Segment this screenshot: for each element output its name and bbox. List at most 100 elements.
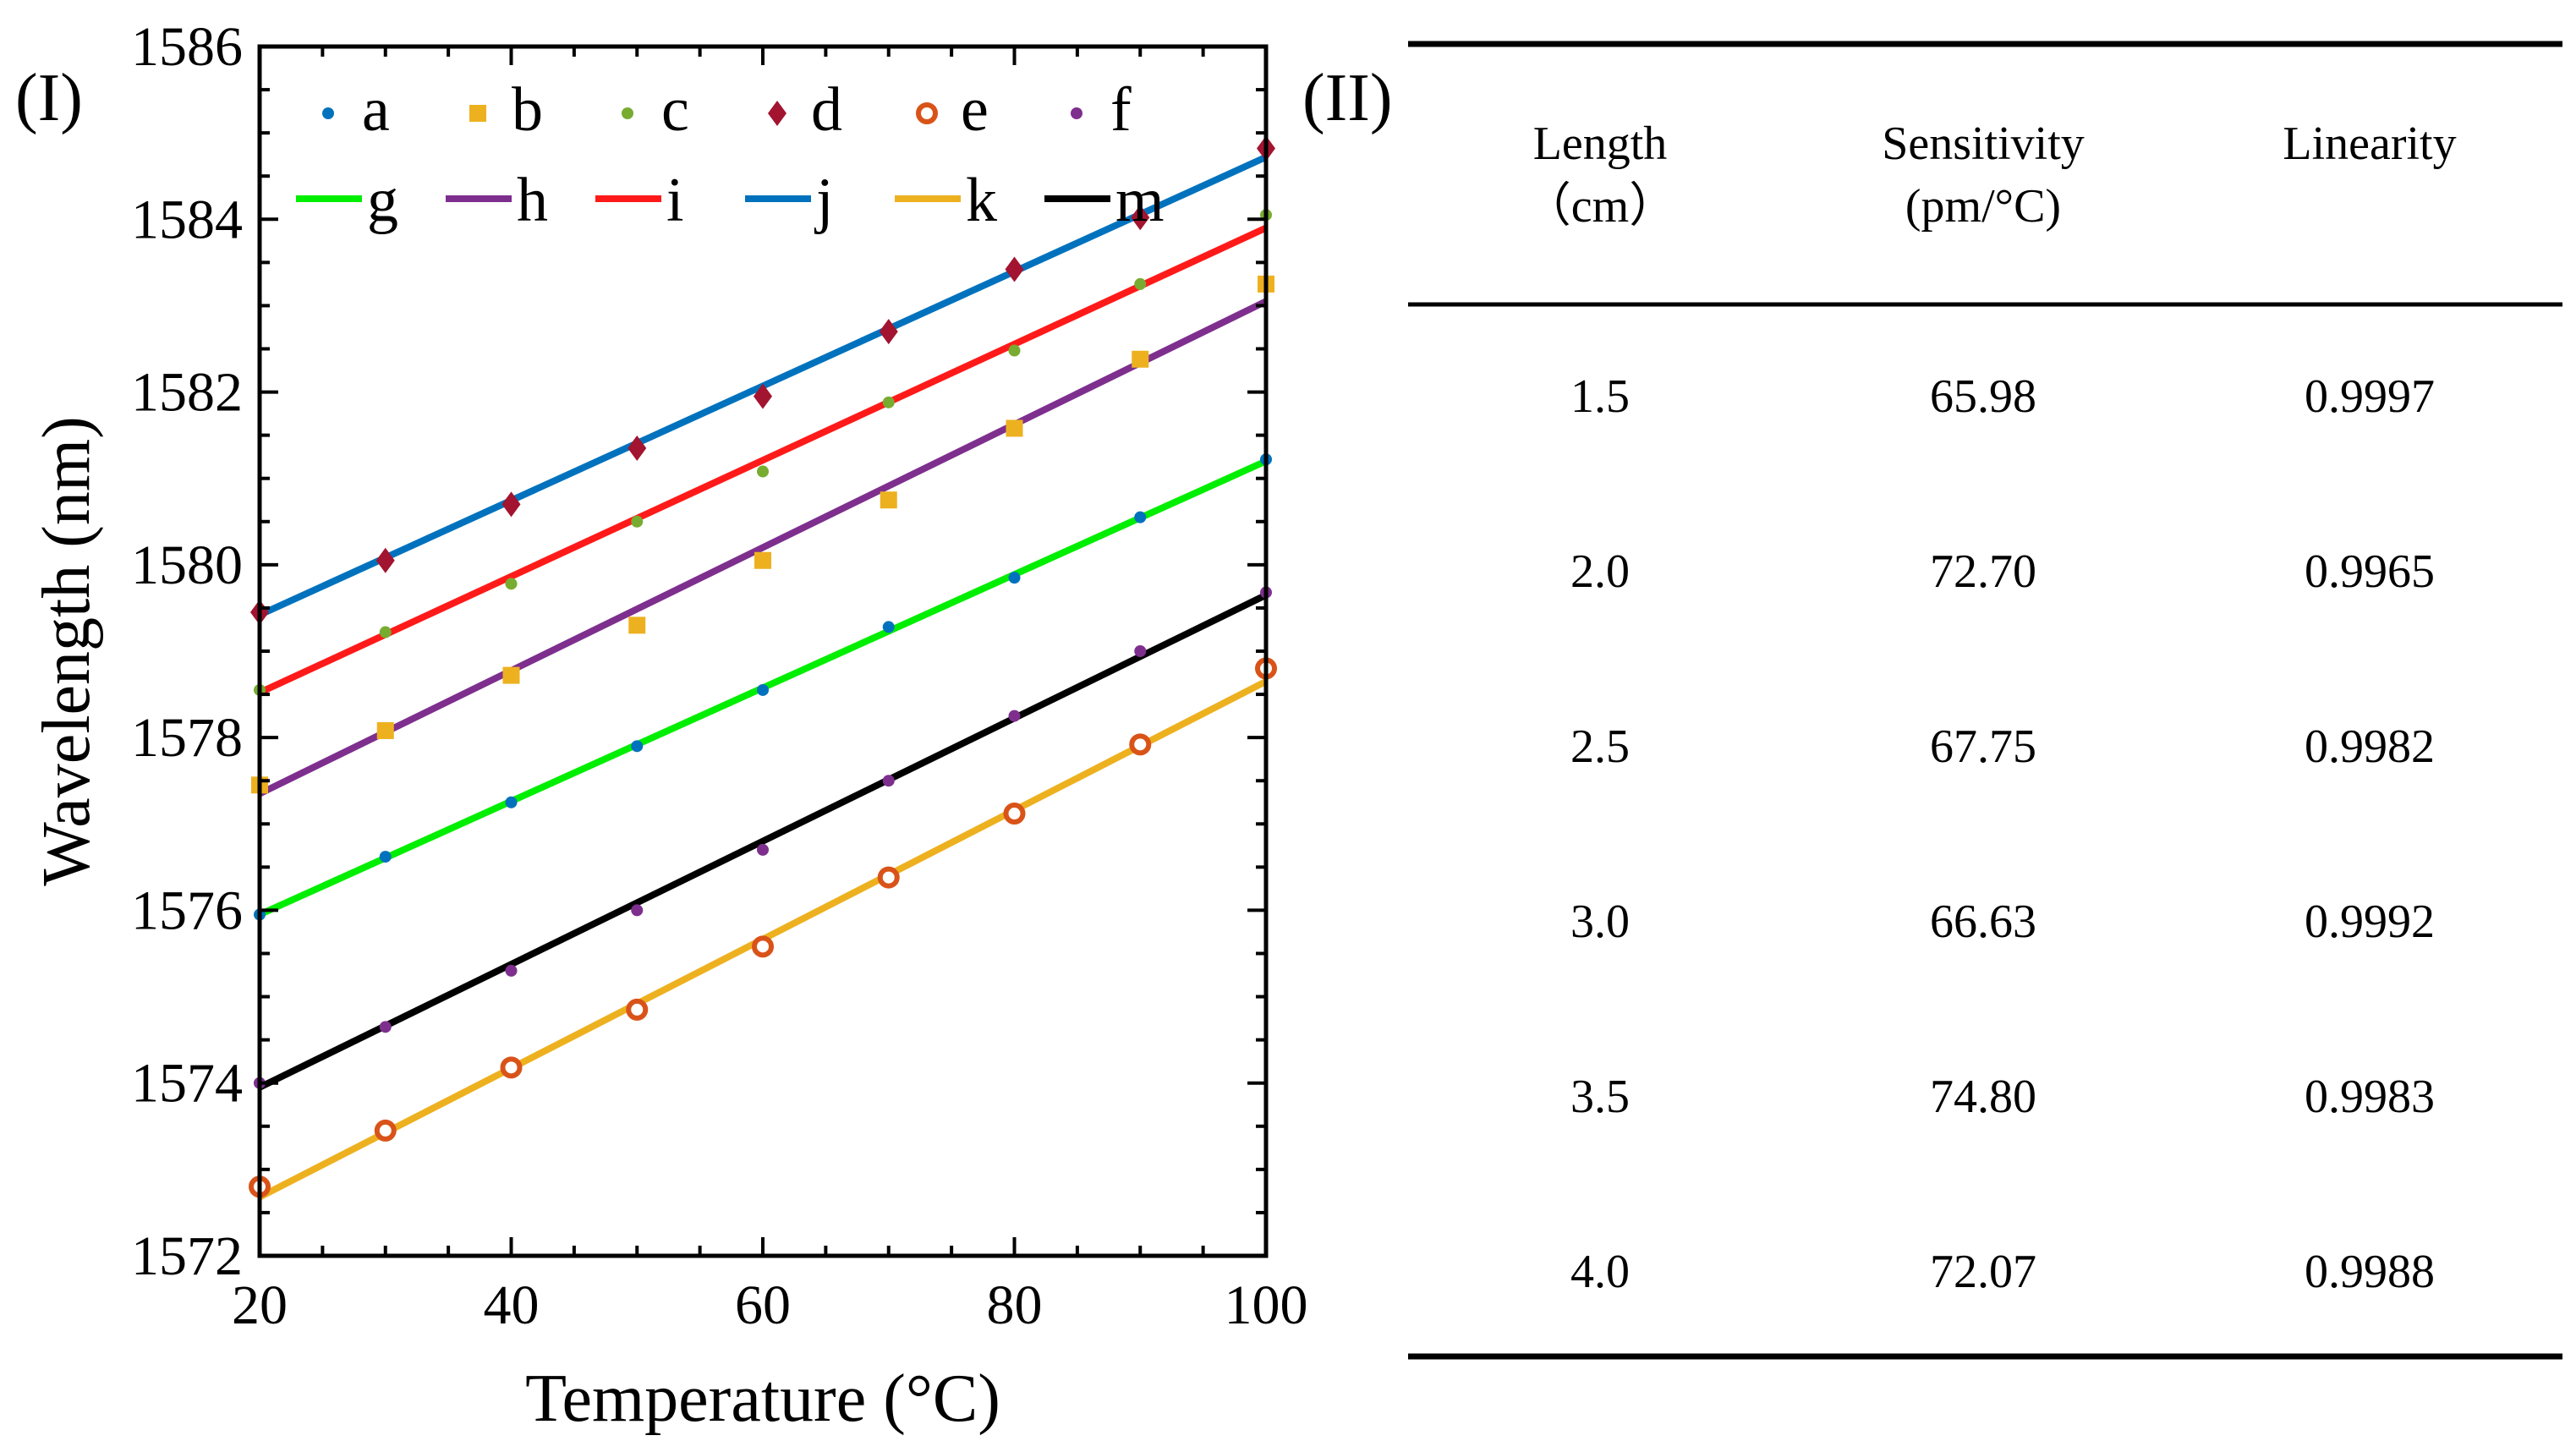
cell-length: 4.0 <box>1570 1246 1630 1298</box>
table-row: 4.0 72.07 0.9988 <box>1570 1246 2435 1298</box>
point-f-30 <box>379 1021 392 1033</box>
point-b-50 <box>628 616 646 634</box>
point-e-30 <box>374 1119 397 1142</box>
point-f-70 <box>882 775 895 787</box>
point-c-30 <box>379 626 392 638</box>
point-e-90 <box>1129 733 1152 756</box>
point-e-70 <box>877 866 900 889</box>
point-f-90 <box>1134 645 1147 657</box>
cell-sensitivity: 74.80 <box>1930 1071 2036 1123</box>
table-row: 1.5 65.98 0.9997 <box>1570 370 2435 423</box>
point-e-60 <box>752 935 774 958</box>
cell-length: 3.5 <box>1570 1071 1630 1123</box>
fit-lines <box>258 154 1268 1201</box>
x-axis-label: Temperature (°C) <box>525 1362 1000 1436</box>
legend-label-d: d <box>811 75 842 145</box>
cell-length: 3.0 <box>1570 896 1630 948</box>
table-row: 3.5 74.80 0.9983 <box>1570 1071 2435 1123</box>
point-c-90 <box>1134 277 1147 290</box>
point-a-80 <box>1008 572 1021 584</box>
point-d-30 <box>375 547 395 573</box>
table-body: 1.5 65.98 0.9997 2.0 72.70 0.9965 2.5 67.75 0.99… <box>1570 370 2435 1298</box>
point-f-80 <box>1008 710 1021 722</box>
y-axis-label: Wavelength (nm) <box>30 416 104 886</box>
y-tick-label: 1572 <box>131 1225 243 1287</box>
legend-label-b: b <box>512 75 543 145</box>
point-c-60 <box>757 465 769 478</box>
point-d-70 <box>879 319 898 345</box>
legend-marker-d <box>768 101 787 126</box>
point-f-60 <box>757 843 769 856</box>
point-f-40 <box>505 964 518 977</box>
fit-line-h <box>258 298 1268 797</box>
point-a-60 <box>757 683 769 696</box>
table-row: 2.0 72.70 0.9965 <box>1570 545 2435 598</box>
wavelength-temperature-chart: 1572 1574 1576 1578 1580 1582 1584 1586 20 40 60 80… <box>30 16 1308 1436</box>
point-c-50 <box>631 515 644 528</box>
cell-linearity: 0.9982 <box>2305 721 2435 773</box>
y-tick-label: 1576 <box>131 879 243 941</box>
legend-label-a: a <box>362 75 390 145</box>
y-tick-label: 1582 <box>131 362 243 424</box>
cell-sensitivity: 65.98 <box>1930 370 2036 423</box>
point-a-30 <box>379 851 392 863</box>
y-tick-label: 1578 <box>131 707 243 769</box>
x-tick-label: 20 <box>232 1274 288 1336</box>
legend-label-f: f <box>1110 75 1132 145</box>
panel-label-i: (I) <box>15 61 83 135</box>
legend-label-h: h <box>517 166 548 235</box>
y-tick-label: 1586 <box>131 16 243 78</box>
cell-sensitivity: 67.75 <box>1930 721 2036 773</box>
legend-label-j: j <box>814 166 834 235</box>
x-tick-label: 100 <box>1225 1274 1308 1336</box>
legend-marker-b <box>469 105 486 122</box>
point-a-50 <box>631 740 644 753</box>
legend-label-k: k <box>966 166 997 235</box>
cell-sensitivity: 72.07 <box>1930 1246 2036 1298</box>
point-d-80 <box>1005 256 1024 282</box>
x-tick-label: 40 <box>484 1274 540 1336</box>
cell-length: 1.5 <box>1570 370 1630 423</box>
legend-label-m: m <box>1115 166 1165 235</box>
sensitivity-table: Length （cm） Sensitivity (pm/°C) Linearit… <box>1408 41 2562 1360</box>
point-b-80 <box>1006 419 1023 437</box>
y-tick-label: 1580 <box>131 534 243 596</box>
legend-label-g: g <box>367 166 398 235</box>
legend: a b c d e f g h i j k m <box>296 75 1165 235</box>
cell-linearity: 0.9983 <box>2305 1071 2435 1123</box>
y-tick-label: 1584 <box>131 189 243 250</box>
point-a-70 <box>882 621 895 633</box>
cell-linearity: 0.9997 <box>2305 370 2435 423</box>
header-length-unit: （cm） <box>1524 180 1676 233</box>
point-d-60 <box>754 383 772 409</box>
cell-sensitivity: 72.70 <box>1930 545 2036 598</box>
cell-length: 2.5 <box>1570 721 1630 773</box>
legend-label-c: c <box>661 75 689 145</box>
point-b-70 <box>880 491 897 509</box>
fit-line-i <box>258 224 1268 696</box>
legend-label-e: e <box>961 75 989 145</box>
point-a-90 <box>1134 511 1147 523</box>
cell-linearity: 0.9965 <box>2305 545 2435 598</box>
legend-marker-f <box>1071 107 1082 119</box>
header-sensitivity: Sensitivity <box>1882 118 2085 170</box>
data-markers <box>249 135 1277 1198</box>
point-d-50 <box>628 435 647 461</box>
cell-linearity: 0.9988 <box>2305 1246 2435 1298</box>
panel-label-ii: (II) <box>1302 61 1393 135</box>
cell-linearity: 0.9992 <box>2305 896 2435 948</box>
point-d-40 <box>501 491 521 518</box>
fit-line-m <box>258 592 1268 1091</box>
header-sensitivity-unit: (pm/°C) <box>1905 180 2061 233</box>
x-tick-label: 80 <box>987 1274 1043 1336</box>
point-a-40 <box>505 796 518 808</box>
legend-marker-a <box>322 107 334 119</box>
table-row: 2.5 67.75 0.9982 <box>1570 721 2435 773</box>
header-linearity: Linearity <box>2283 118 2456 170</box>
axes: 1572 1574 1576 1578 1580 1582 1584 1586 20 40 60 80… <box>131 16 1308 1336</box>
point-b-90 <box>1132 350 1149 368</box>
point-c-80 <box>1008 344 1021 357</box>
point-e-80 <box>1003 803 1026 825</box>
point-e-40 <box>500 1056 523 1079</box>
